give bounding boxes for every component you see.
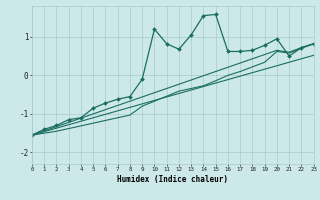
X-axis label: Humidex (Indice chaleur): Humidex (Indice chaleur)	[117, 175, 228, 184]
